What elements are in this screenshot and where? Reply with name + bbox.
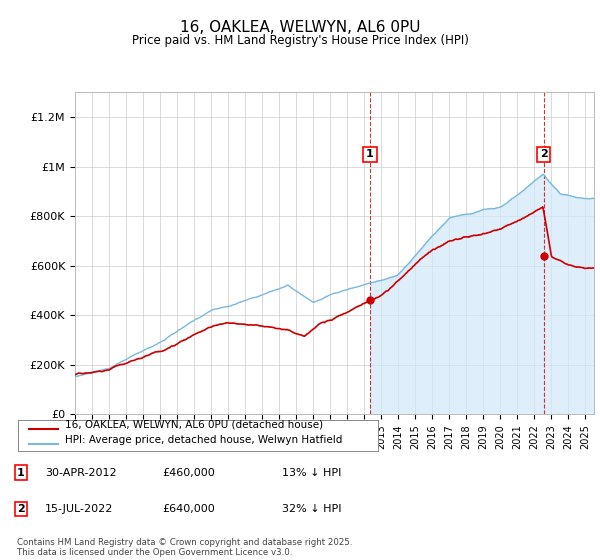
Text: £460,000: £460,000 <box>162 468 215 478</box>
Text: Contains HM Land Registry data © Crown copyright and database right 2025.
This d: Contains HM Land Registry data © Crown c… <box>17 538 352 557</box>
Text: 1: 1 <box>17 468 25 478</box>
Text: 32% ↓ HPI: 32% ↓ HPI <box>282 504 341 514</box>
Text: HPI: Average price, detached house, Welwyn Hatfield: HPI: Average price, detached house, Welw… <box>65 435 342 445</box>
Text: 2: 2 <box>540 150 548 160</box>
Text: 15-JUL-2022: 15-JUL-2022 <box>45 504 113 514</box>
Text: 16, OAKLEA, WELWYN, AL6 0PU (detached house): 16, OAKLEA, WELWYN, AL6 0PU (detached ho… <box>65 419 323 429</box>
Text: 2: 2 <box>17 504 25 514</box>
Text: 30-APR-2012: 30-APR-2012 <box>45 468 116 478</box>
Text: 16, OAKLEA, WELWYN, AL6 0PU: 16, OAKLEA, WELWYN, AL6 0PU <box>180 20 420 35</box>
Text: 13% ↓ HPI: 13% ↓ HPI <box>282 468 341 478</box>
Text: Price paid vs. HM Land Registry's House Price Index (HPI): Price paid vs. HM Land Registry's House … <box>131 34 469 46</box>
Text: 1: 1 <box>366 150 374 160</box>
Text: £640,000: £640,000 <box>162 504 215 514</box>
